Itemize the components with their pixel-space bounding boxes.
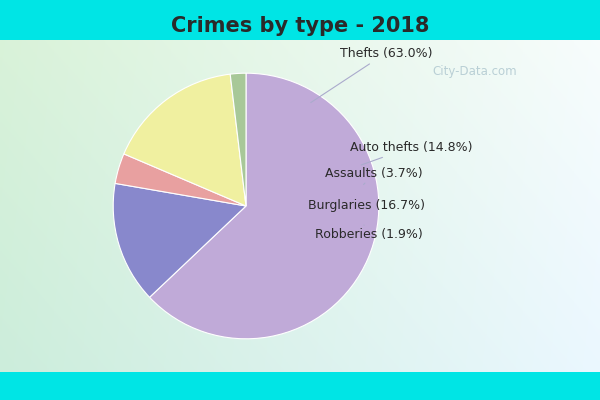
Wedge shape <box>113 183 246 297</box>
Text: Burglaries (16.7%): Burglaries (16.7%) <box>308 199 425 212</box>
Wedge shape <box>230 73 246 206</box>
Wedge shape <box>149 73 379 339</box>
Text: Robberies (1.9%): Robberies (1.9%) <box>315 225 423 241</box>
Wedge shape <box>124 74 246 206</box>
Text: City-Data.com: City-Data.com <box>432 66 517 78</box>
Text: Auto thefts (14.8%): Auto thefts (14.8%) <box>350 141 472 165</box>
Text: Crimes by type - 2018: Crimes by type - 2018 <box>171 16 429 36</box>
Text: Assaults (3.7%): Assaults (3.7%) <box>325 167 422 184</box>
Wedge shape <box>115 154 246 206</box>
Text: Thefts (63.0%): Thefts (63.0%) <box>311 47 432 102</box>
